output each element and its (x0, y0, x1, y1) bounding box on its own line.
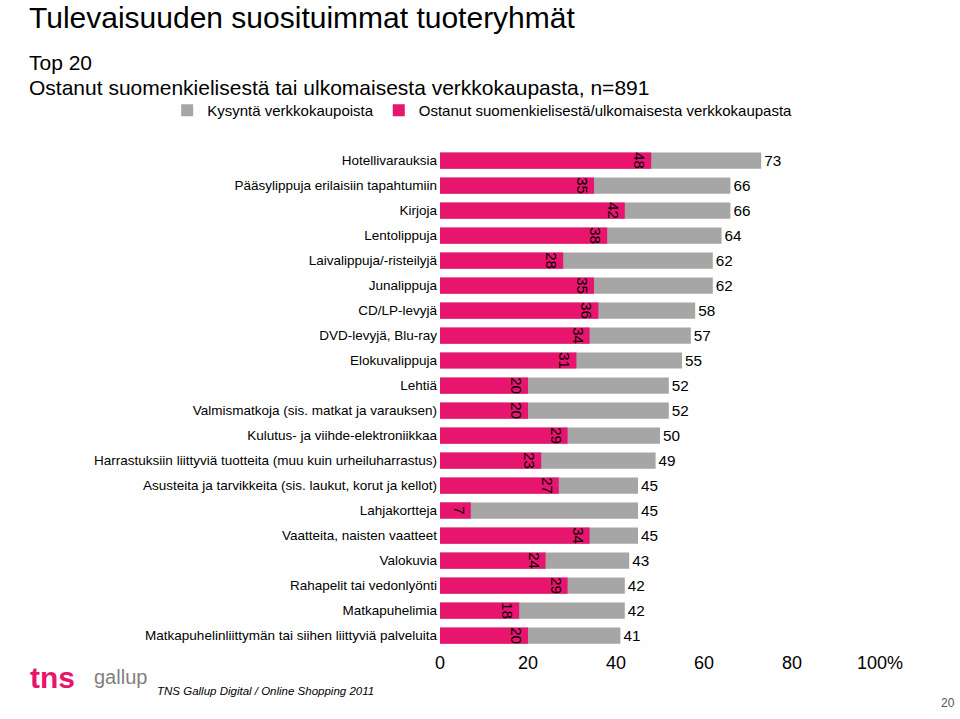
svg-text:tns: tns (30, 661, 75, 694)
svg-text:58: 58 (698, 302, 715, 319)
svg-text:Rahapelit tai vedonlyönti: Rahapelit tai vedonlyönti (290, 578, 437, 593)
svg-text:Kysyntä verkkokaupoista: Kysyntä verkkokaupoista (207, 102, 374, 119)
svg-text:34: 34 (570, 327, 587, 344)
svg-text:52: 52 (672, 402, 689, 419)
svg-text:52: 52 (672, 377, 689, 394)
svg-text:20: 20 (941, 696, 955, 710)
svg-text:73: 73 (764, 152, 781, 169)
svg-text:42: 42 (605, 202, 622, 219)
svg-text:20: 20 (518, 653, 538, 673)
svg-text:35: 35 (574, 177, 591, 194)
svg-text:55: 55 (685, 352, 702, 369)
svg-text:20: 20 (508, 627, 525, 644)
svg-text:64: 64 (725, 227, 742, 244)
svg-text:35: 35 (574, 277, 591, 294)
svg-text:34: 34 (570, 527, 587, 544)
svg-text:TNS Gallup Digital / Online Sh: TNS Gallup Digital / Online Shopping 201… (157, 685, 374, 697)
svg-text:Matkapuhelinliittymän tai siih: Matkapuhelinliittymän tai siihen liittyv… (145, 628, 437, 643)
svg-text:Kulutus- ja viihde-elektroniik: Kulutus- ja viihde-elektroniikkaa (247, 428, 437, 443)
svg-text:Ostanut suomenkielisestä/ulkom: Ostanut suomenkielisestä/ulkomaisesta ve… (419, 102, 792, 119)
svg-text:45: 45 (641, 502, 658, 519)
svg-text:0: 0 (435, 653, 445, 673)
svg-text:Matkapuhelimia: Matkapuhelimia (342, 603, 437, 618)
svg-text:41: 41 (623, 627, 640, 644)
svg-text:Hotellivarauksia: Hotellivarauksia (342, 153, 438, 168)
svg-text:62: 62 (716, 277, 733, 294)
svg-text:Tulevaisuuden suosituimmat tuo: Tulevaisuuden suosituimmat tuoteryhmät (29, 1, 575, 34)
svg-text:38: 38 (587, 227, 604, 244)
svg-text:80: 80 (782, 653, 802, 673)
svg-text:45: 45 (641, 527, 658, 544)
svg-text:Lahjakortteja: Lahjakortteja (360, 503, 438, 518)
svg-text:24: 24 (526, 552, 543, 569)
svg-text:57: 57 (694, 327, 711, 344)
svg-text:27: 27 (539, 477, 556, 494)
svg-text:49: 49 (659, 452, 676, 469)
svg-text:Lentolippuja: Lentolippuja (364, 228, 437, 243)
svg-text:48: 48 (631, 152, 648, 169)
svg-text:100%: 100% (857, 653, 903, 673)
svg-text:Valmismatkoja (sis. matkat ja: Valmismatkoja (sis. matkat ja varauksen) (193, 403, 437, 418)
svg-text:66: 66 (733, 202, 750, 219)
svg-text:23: 23 (521, 452, 538, 469)
svg-text:45: 45 (641, 477, 658, 494)
svg-text:Junalippuja: Junalippuja (369, 278, 438, 293)
svg-text:Harrastuksiin liittyviä tuotte: Harrastuksiin liittyviä tuotteita (muu k… (94, 453, 437, 468)
svg-text:DVD-levyjä, Blu-ray: DVD-levyjä, Blu-ray (319, 328, 437, 343)
svg-text:Lehtiä: Lehtiä (400, 378, 437, 393)
svg-text:18: 18 (499, 602, 516, 619)
svg-text:CD/LP-levyjä: CD/LP-levyjä (358, 303, 437, 318)
svg-text:60: 60 (694, 653, 714, 673)
svg-text:Asusteita ja tarvikkeita (sis.: Asusteita ja tarvikkeita (sis. laukut, k… (143, 478, 437, 493)
svg-text:66: 66 (733, 177, 750, 194)
svg-text:Vaatteita, naisten vaatteet: Vaatteita, naisten vaatteet (282, 528, 437, 543)
svg-text:50: 50 (663, 427, 680, 444)
svg-text:Pääsylippuja erilaisiin tapaht: Pääsylippuja erilaisiin tapahtumiin (234, 178, 437, 193)
svg-text:29: 29 (548, 427, 565, 444)
svg-text:Elokuvalippuja: Elokuvalippuja (350, 353, 438, 368)
svg-text:Top 20: Top 20 (29, 51, 92, 74)
svg-text:29: 29 (548, 577, 565, 594)
svg-text:Kirjoja: Kirjoja (399, 203, 437, 218)
svg-text:36: 36 (578, 302, 595, 319)
svg-text:42: 42 (628, 602, 645, 619)
svg-text:43: 43 (632, 552, 649, 569)
svg-text:31: 31 (556, 352, 573, 369)
svg-text:Ostanut suomenkielisestä tai u: Ostanut suomenkielisestä tai ulkomaisest… (29, 76, 649, 99)
svg-text:Laivalippuja/-risteilyjä: Laivalippuja/-risteilyjä (309, 253, 438, 268)
svg-text:Valokuvia: Valokuvia (379, 553, 437, 568)
svg-text:40: 40 (606, 653, 626, 673)
svg-text:7: 7 (451, 506, 468, 514)
svg-text:20: 20 (508, 402, 525, 419)
svg-text:gallup: gallup (94, 666, 147, 688)
svg-text:20: 20 (508, 377, 525, 394)
svg-text:28: 28 (543, 252, 560, 269)
svg-text:62: 62 (716, 252, 733, 269)
svg-text:42: 42 (628, 577, 645, 594)
